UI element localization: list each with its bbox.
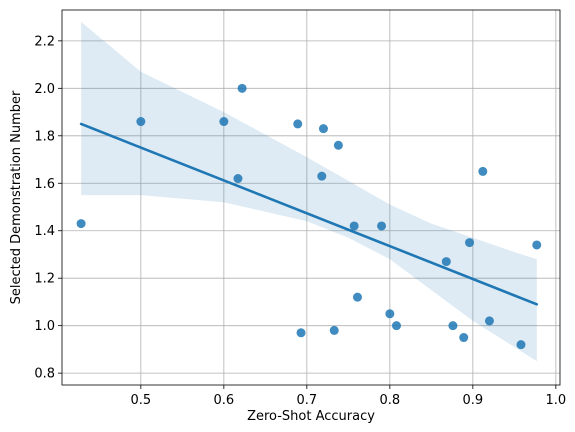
y-tick-label: 2.2 — [34, 34, 55, 49]
x-axis-label: Zero-Shot Accuracy — [247, 409, 375, 424]
data-point — [352, 292, 362, 302]
data-point — [136, 117, 146, 127]
data-point — [516, 340, 526, 350]
y-tick-label: 1.0 — [34, 319, 55, 334]
grid — [62, 10, 560, 385]
data-point — [441, 257, 451, 267]
x-tick-label: 0.9 — [463, 393, 484, 408]
data-point — [459, 333, 469, 343]
y-tick-label: 1.8 — [34, 129, 55, 144]
regression-line — [79, 122, 539, 306]
x-tick-label: 0.8 — [380, 393, 401, 408]
data-point — [318, 124, 328, 134]
data-point — [385, 309, 395, 319]
data-point — [391, 321, 401, 331]
data-point — [478, 166, 488, 176]
data-point — [329, 325, 339, 335]
data-point — [233, 174, 243, 184]
data-point — [219, 117, 229, 127]
y-axis-ticks: 0.8 1.0 1.2 1.4 1.6 1.8 2.0 2.2 — [34, 34, 62, 382]
data-point — [349, 221, 359, 231]
data-point — [296, 328, 306, 338]
data-point — [465, 238, 475, 248]
y-tick-label: 1.4 — [34, 224, 55, 239]
data-point — [76, 219, 86, 229]
y-tick-label: 1.6 — [34, 177, 55, 192]
y-tick-label: 1.2 — [34, 272, 55, 287]
y-tick-label: 2.0 — [34, 82, 55, 97]
x-tick-label: 0.5 — [131, 393, 152, 408]
data-point — [448, 321, 458, 331]
plot-background — [62, 10, 560, 385]
data-point — [317, 171, 327, 181]
data-point — [532, 240, 542, 250]
x-tick-label: 1.0 — [546, 393, 567, 408]
plot-frame — [61, 9, 561, 386]
data-points — [76, 83, 542, 350]
x-tick-label: 0.7 — [297, 393, 318, 408]
data-point — [333, 140, 343, 150]
data-point — [237, 83, 247, 93]
y-axis-label: Selected Demonstration Number — [9, 90, 24, 304]
data-point — [293, 119, 303, 129]
confidence-band — [81, 21, 537, 362]
x-tick-label: 0.6 — [214, 393, 235, 408]
y-tick-label: 0.8 — [34, 367, 55, 382]
data-point — [484, 316, 494, 326]
x-axis-ticks: 0.5 0.6 0.7 0.8 0.9 1.0 — [131, 385, 567, 408]
data-point — [377, 221, 387, 231]
